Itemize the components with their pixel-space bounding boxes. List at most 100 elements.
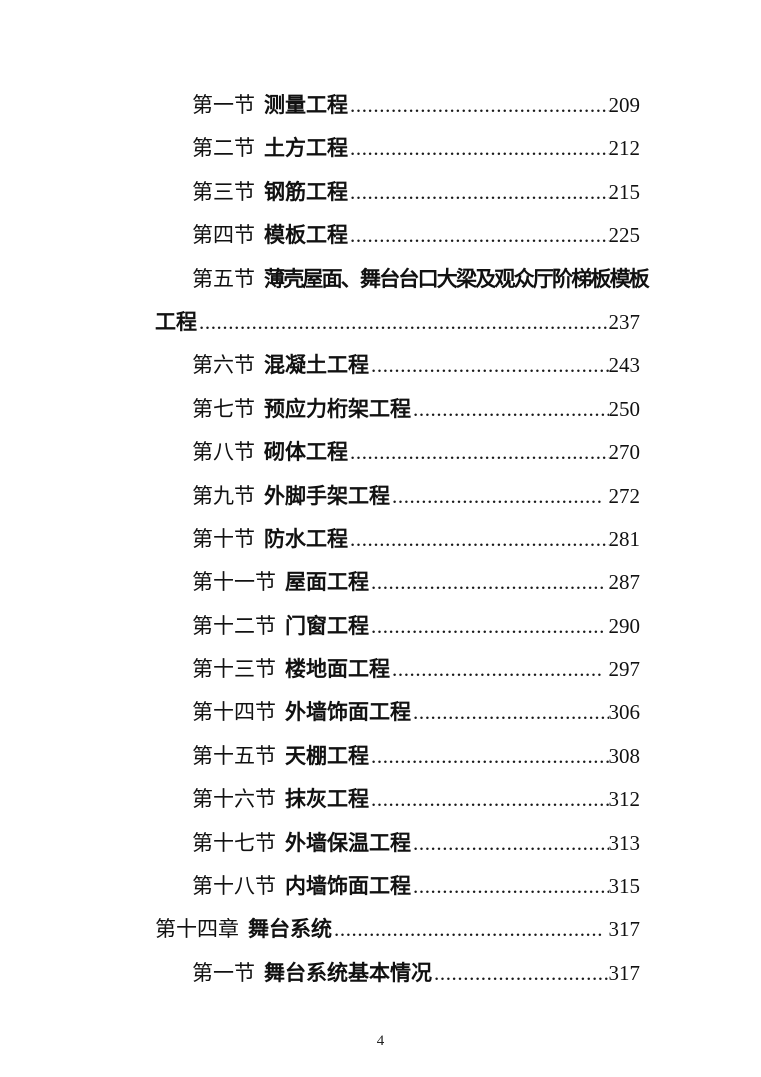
entry-label: 第五节: [192, 266, 255, 291]
toc-entry[interactable]: 第十五节 天棚工程 308: [0, 735, 761, 778]
entry-title: 天棚工程: [285, 743, 369, 768]
toc-entry[interactable]: 第八节 砌体工程 270: [0, 431, 761, 474]
toc-entry[interactable]: 第五节 薄壳屋面、舞台台口大梁及观众厅阶梯板模板: [0, 258, 761, 301]
leader-dots: [350, 518, 609, 561]
entry-label: 第十六节: [192, 787, 276, 812]
entry-title: 模板工程: [264, 223, 348, 248]
toc-entry[interactable]: 第六节 混凝土工程 243: [0, 344, 761, 387]
entry-page-number: 315: [608, 874, 641, 899]
toc-entry[interactable]: 第十一节 屋面工程 287: [0, 561, 761, 604]
entry-page-number: 313: [608, 830, 641, 855]
leader-dots: [371, 561, 603, 604]
leader-dots: [392, 475, 603, 518]
leader-dots: [334, 908, 603, 951]
entry-page-number: 297: [603, 657, 641, 682]
entry-label: 第六节: [192, 353, 255, 378]
entry-label: 第三节: [192, 179, 255, 204]
entry-page-number: 290: [603, 613, 641, 638]
toc-entry[interactable]: 第一节 舞台系统基本情况 317: [0, 952, 761, 995]
entry-label: 第十八节: [192, 874, 276, 899]
entry-page-number: 270: [608, 440, 641, 465]
leader-dots: [392, 648, 603, 691]
entry-title: 砌体工程: [264, 440, 348, 465]
toc-entry[interactable]: 第二节 土方工程 212: [0, 127, 761, 170]
leader-dots: [199, 301, 609, 344]
leader-dots: [371, 344, 609, 387]
toc-entry[interactable]: 第十节 防水工程 281: [0, 518, 761, 561]
leader-dots: [371, 735, 609, 778]
entry-page-number: 281: [608, 526, 641, 551]
entry-title-continuation: 工程: [155, 309, 197, 334]
entry-label: 第八节: [192, 440, 255, 465]
entry-label: 第二节: [192, 136, 255, 161]
table-of-contents: 第一节 测量工程 209 第二节 土方工程 212 第三节 钢筋工程 215 第…: [0, 84, 761, 995]
entry-title: 预应力桁架工程: [264, 396, 411, 421]
entry-title: 外脚手架工程: [264, 483, 390, 508]
entry-label: 第一节: [192, 93, 255, 117]
entry-page-number: 237: [608, 309, 641, 334]
entry-label: 第一节: [192, 960, 255, 985]
toc-entry[interactable]: 第四节 模板工程 225: [0, 214, 761, 257]
leader-dots: [413, 691, 609, 734]
toc-entry[interactable]: 第十八节 内墙饰面工程 315: [0, 865, 761, 908]
entry-label: 第十二节: [192, 613, 276, 638]
toc-entry[interactable]: 第十三节 楼地面工程 297: [0, 648, 761, 691]
leader-dots: [371, 605, 603, 648]
entry-title: 屋面工程: [285, 570, 369, 595]
entry-label: 第四节: [192, 223, 255, 248]
entry-title: 钢筋工程: [264, 179, 348, 204]
leader-dots: [434, 952, 609, 995]
toc-entry-continuation[interactable]: 工程 237: [0, 301, 761, 344]
toc-entry[interactable]: 第十四节 外墙饰面工程 306: [0, 691, 761, 734]
entry-label: 第十五节: [192, 743, 276, 768]
entry-title: 混凝土工程: [264, 353, 369, 378]
entry-title: 薄壳屋面、舞台台口大梁及观众厅阶梯板模板: [264, 266, 650, 291]
entry-title: 抹灰工程: [285, 787, 369, 812]
entry-page-number: 225: [608, 223, 641, 248]
entry-title: 门窗工程: [285, 613, 369, 638]
entry-title: 防水工程: [264, 526, 348, 551]
footer-page-number: 4: [376, 1033, 385, 1049]
toc-entry[interactable]: 第十七节 外墙保温工程 313: [0, 822, 761, 865]
entry-title: 土方工程: [264, 136, 348, 161]
entry-label: 第十节: [192, 526, 255, 551]
entry-page-number: 317: [603, 917, 641, 942]
entry-page-number: 272: [603, 483, 641, 508]
toc-entry[interactable]: 第十二节 门窗工程 290: [0, 605, 761, 648]
leader-dots: [350, 214, 609, 257]
toc-entry[interactable]: 第十六节 抹灰工程 312: [0, 778, 761, 821]
toc-entry[interactable]: 第三节 钢筋工程 215: [0, 171, 761, 214]
entry-title: 舞台系统: [248, 917, 332, 942]
entry-label: 第十四节: [192, 700, 276, 725]
entry-page-number: 212: [608, 136, 641, 161]
entry-page-number: 312: [608, 787, 641, 812]
leader-dots: [350, 84, 609, 127]
entry-page-number: 317: [608, 960, 641, 985]
toc-entry[interactable]: 第七节 预应力桁架工程 250: [0, 388, 761, 431]
entry-label: 第七节: [192, 396, 255, 421]
leader-dots: [413, 388, 609, 431]
entry-title: 内墙饰面工程: [285, 874, 411, 899]
entry-label: 第十一节: [192, 570, 276, 595]
toc-chapter-entry[interactable]: 第十四章 舞台系统 317: [0, 908, 761, 951]
toc-entry[interactable]: 第九节 外脚手架工程 272: [0, 475, 761, 518]
entry-page-number: 209: [608, 93, 641, 117]
entry-label: 第十三节: [192, 657, 276, 682]
entry-page-number: 250: [608, 396, 641, 421]
entry-title: 楼地面工程: [285, 657, 390, 682]
entry-label: 第十七节: [192, 830, 276, 855]
entry-title: 外墙保温工程: [285, 830, 411, 855]
page-footer: 4: [0, 1031, 761, 1051]
entry-page-number: 243: [608, 353, 641, 378]
entry-label: 第九节: [192, 483, 255, 508]
entry-page-number: 308: [608, 743, 641, 768]
entry-page-number: 215: [608, 179, 641, 204]
entry-title: 舞台系统基本情况: [264, 960, 432, 985]
leader-dots: [371, 778, 609, 821]
toc-entry[interactable]: 第一节 测量工程 209: [0, 84, 761, 127]
leader-dots: [413, 865, 609, 908]
entry-title: 外墙饰面工程: [285, 700, 411, 725]
leader-dots: [350, 127, 609, 170]
entry-label: 第十四章: [155, 917, 239, 942]
entry-page-number: 306: [608, 700, 641, 725]
